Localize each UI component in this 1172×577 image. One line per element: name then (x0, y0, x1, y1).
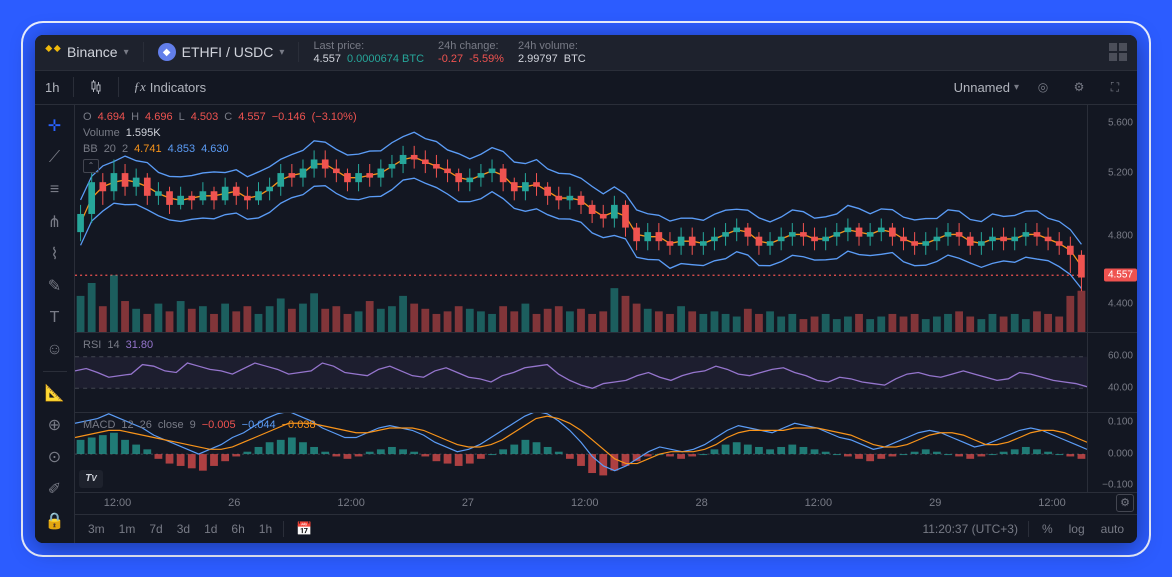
exchange-name: Binance (67, 44, 118, 60)
tradingview-badge-icon: TV (79, 470, 103, 488)
macd-axis[interactable]: 0.100 0.000 −0.100 (1087, 413, 1137, 492)
y-tick: 5.200 (1108, 167, 1133, 178)
layout-name-button[interactable]: Unnamed ▾ (954, 80, 1019, 95)
auto-button[interactable]: auto (1098, 520, 1127, 538)
fx-icon: ƒx (133, 79, 145, 95)
price-axis[interactable]: 5.600 5.200 4.800 4.400 4.557 (1087, 105, 1137, 332)
y-tick: −0.100 (1102, 480, 1133, 491)
snapshot-icon[interactable]: ◎ (1031, 75, 1055, 99)
clock: 11:20:37 (UTC+3) (922, 522, 1018, 536)
chart-column: O4.694 H4.696 L4.503 C4.557 −0.146 (−3.1… (75, 105, 1137, 543)
interval-button[interactable]: 1h (45, 80, 59, 95)
percent-button[interactable]: % (1039, 520, 1056, 538)
timeframe-3d[interactable]: 3d (174, 520, 193, 538)
separator (283, 521, 284, 537)
y-tick: 60.00 (1108, 351, 1133, 362)
price-legend: O4.694 H4.696 L4.503 C4.557 −0.146 (−3.1… (83, 109, 357, 173)
log-button[interactable]: log (1066, 520, 1088, 538)
text-icon[interactable]: T (40, 303, 70, 333)
y-tick: 5.600 (1108, 117, 1133, 128)
separator (143, 42, 144, 62)
separator (43, 371, 67, 372)
time-tick: 28 (695, 497, 707, 509)
timeframe-6h[interactable]: 6h (228, 520, 247, 538)
magnet-icon[interactable]: ⊙ (40, 442, 70, 472)
timeframe-1h[interactable]: 1h (256, 520, 275, 538)
rsi-axis[interactable]: 60.00 40.00 (1087, 333, 1137, 412)
time-tick: 12:00 (571, 497, 599, 509)
bottom-bar: 3m1m7d3d1d6h1h 📅 11:20:37 (UTC+3) % log … (75, 515, 1137, 543)
pair-selector[interactable]: ◆ ETHFI / USDC ▾ (158, 43, 285, 61)
main-area: ✛⟋≡⋔⌇✎T☺ 📐⊕⊙✐🔒 O4.694 H4.696 L4.503 C4.55… (35, 105, 1137, 543)
stat-last-price: Last price: 4.557 0.0000674 BTC (313, 40, 424, 65)
y-tick: 0.100 (1108, 416, 1133, 427)
pitchfork-icon[interactable]: ⋔ (40, 207, 70, 237)
rsi-pane[interactable]: RSI 14 31.80 60.00 40.00 (75, 333, 1137, 413)
timeframe-1m[interactable]: 1m (116, 520, 139, 538)
candle-icon (88, 79, 104, 95)
rsi-legend: RSI 14 31.80 (83, 337, 153, 353)
chevron-down-icon: ▾ (1014, 82, 1019, 93)
trendline-icon[interactable]: ⟋ (40, 143, 70, 173)
y-tick: 4.800 (1108, 231, 1133, 242)
macd-pane[interactable]: MACD 12 26 close 9 −0.005 −0.044 −0.038 … (75, 413, 1137, 493)
chevron-down-icon: ▾ (279, 47, 284, 58)
ruler-icon[interactable]: 📐 (40, 378, 70, 408)
pair-name: ETHFI / USDC (182, 44, 274, 60)
price-pane[interactable]: O4.694 H4.696 L4.503 C4.557 −0.146 (−3.1… (75, 105, 1137, 333)
exchange-selector[interactable]: Binance ▾ (45, 44, 129, 60)
candles-style-button[interactable] (88, 79, 104, 95)
binance-icon (42, 41, 65, 64)
chevron-down-icon: ▾ (124, 47, 129, 58)
timeframe-1d[interactable]: 1d (201, 520, 220, 538)
pencil-icon[interactable]: ✐ (40, 474, 70, 504)
chart-toolbar: 1h ƒx Indicators Unnamed ▾ ◎ ⚙ ⛶ (35, 71, 1137, 105)
current-price-tag: 4.557 (1104, 268, 1137, 281)
y-tick: 4.400 (1108, 299, 1133, 310)
brush-icon[interactable]: ✎ (40, 271, 70, 301)
parallel-icon[interactable]: ≡ (40, 175, 70, 205)
separator (73, 77, 74, 97)
drawing-toolbar: ✛⟋≡⋔⌇✎T☺ 📐⊕⊙✐🔒 (35, 105, 75, 543)
settings-gear-icon[interactable]: ⚙ (1067, 75, 1091, 99)
goto-date-icon[interactable]: 📅 (292, 517, 316, 541)
time-tick: 27 (462, 497, 474, 509)
emoji-icon[interactable]: ☺ (40, 335, 70, 365)
axis-settings-icon[interactable]: ⚙ (1116, 494, 1134, 512)
fib-icon[interactable]: ⌇ (40, 239, 70, 269)
time-tick: 12:00 (1038, 497, 1066, 509)
y-tick: 40.00 (1108, 382, 1133, 393)
timeframe-3m[interactable]: 3m (85, 520, 108, 538)
separator (118, 77, 119, 97)
time-axis[interactable]: ⚙ 12:00 26 12:00 27 12:00 28 12:00 29 12:00 (75, 493, 1137, 515)
separator (298, 42, 299, 62)
time-tick: 12:00 (337, 497, 365, 509)
y-tick: 0.000 (1108, 448, 1133, 459)
eth-icon: ◆ (158, 43, 176, 61)
collapse-legend-button[interactable]: ⌃ (83, 159, 99, 173)
stat-24h-volume: 24h volume: 2.99797 BTC (518, 40, 586, 65)
fullscreen-icon[interactable]: ⛶ (1103, 75, 1127, 99)
stat-24h-change: 24h change: -0.27 -5.59% (438, 40, 504, 65)
separator (1028, 521, 1029, 537)
trading-chart-app: Binance ▾ ◆ ETHFI / USDC ▾ Last price: 4… (35, 35, 1137, 543)
indicators-button[interactable]: ƒx Indicators (133, 79, 206, 95)
zoom-icon[interactable]: ⊕ (40, 410, 70, 440)
timeframe-7d[interactable]: 7d (146, 520, 165, 538)
header: Binance ▾ ◆ ETHFI / USDC ▾ Last price: 4… (35, 35, 1137, 71)
time-tick: 12:00 (104, 497, 132, 509)
macd-legend: MACD 12 26 close 9 −0.005 −0.044 −0.038 (83, 417, 316, 433)
layout-grid-icon[interactable] (1109, 43, 1127, 61)
time-tick: 12:00 (805, 497, 833, 509)
crosshair-icon[interactable]: ✛ (40, 111, 70, 141)
time-tick: 26 (228, 497, 240, 509)
lock-icon[interactable]: 🔒 (40, 506, 70, 536)
time-tick: 29 (929, 497, 941, 509)
